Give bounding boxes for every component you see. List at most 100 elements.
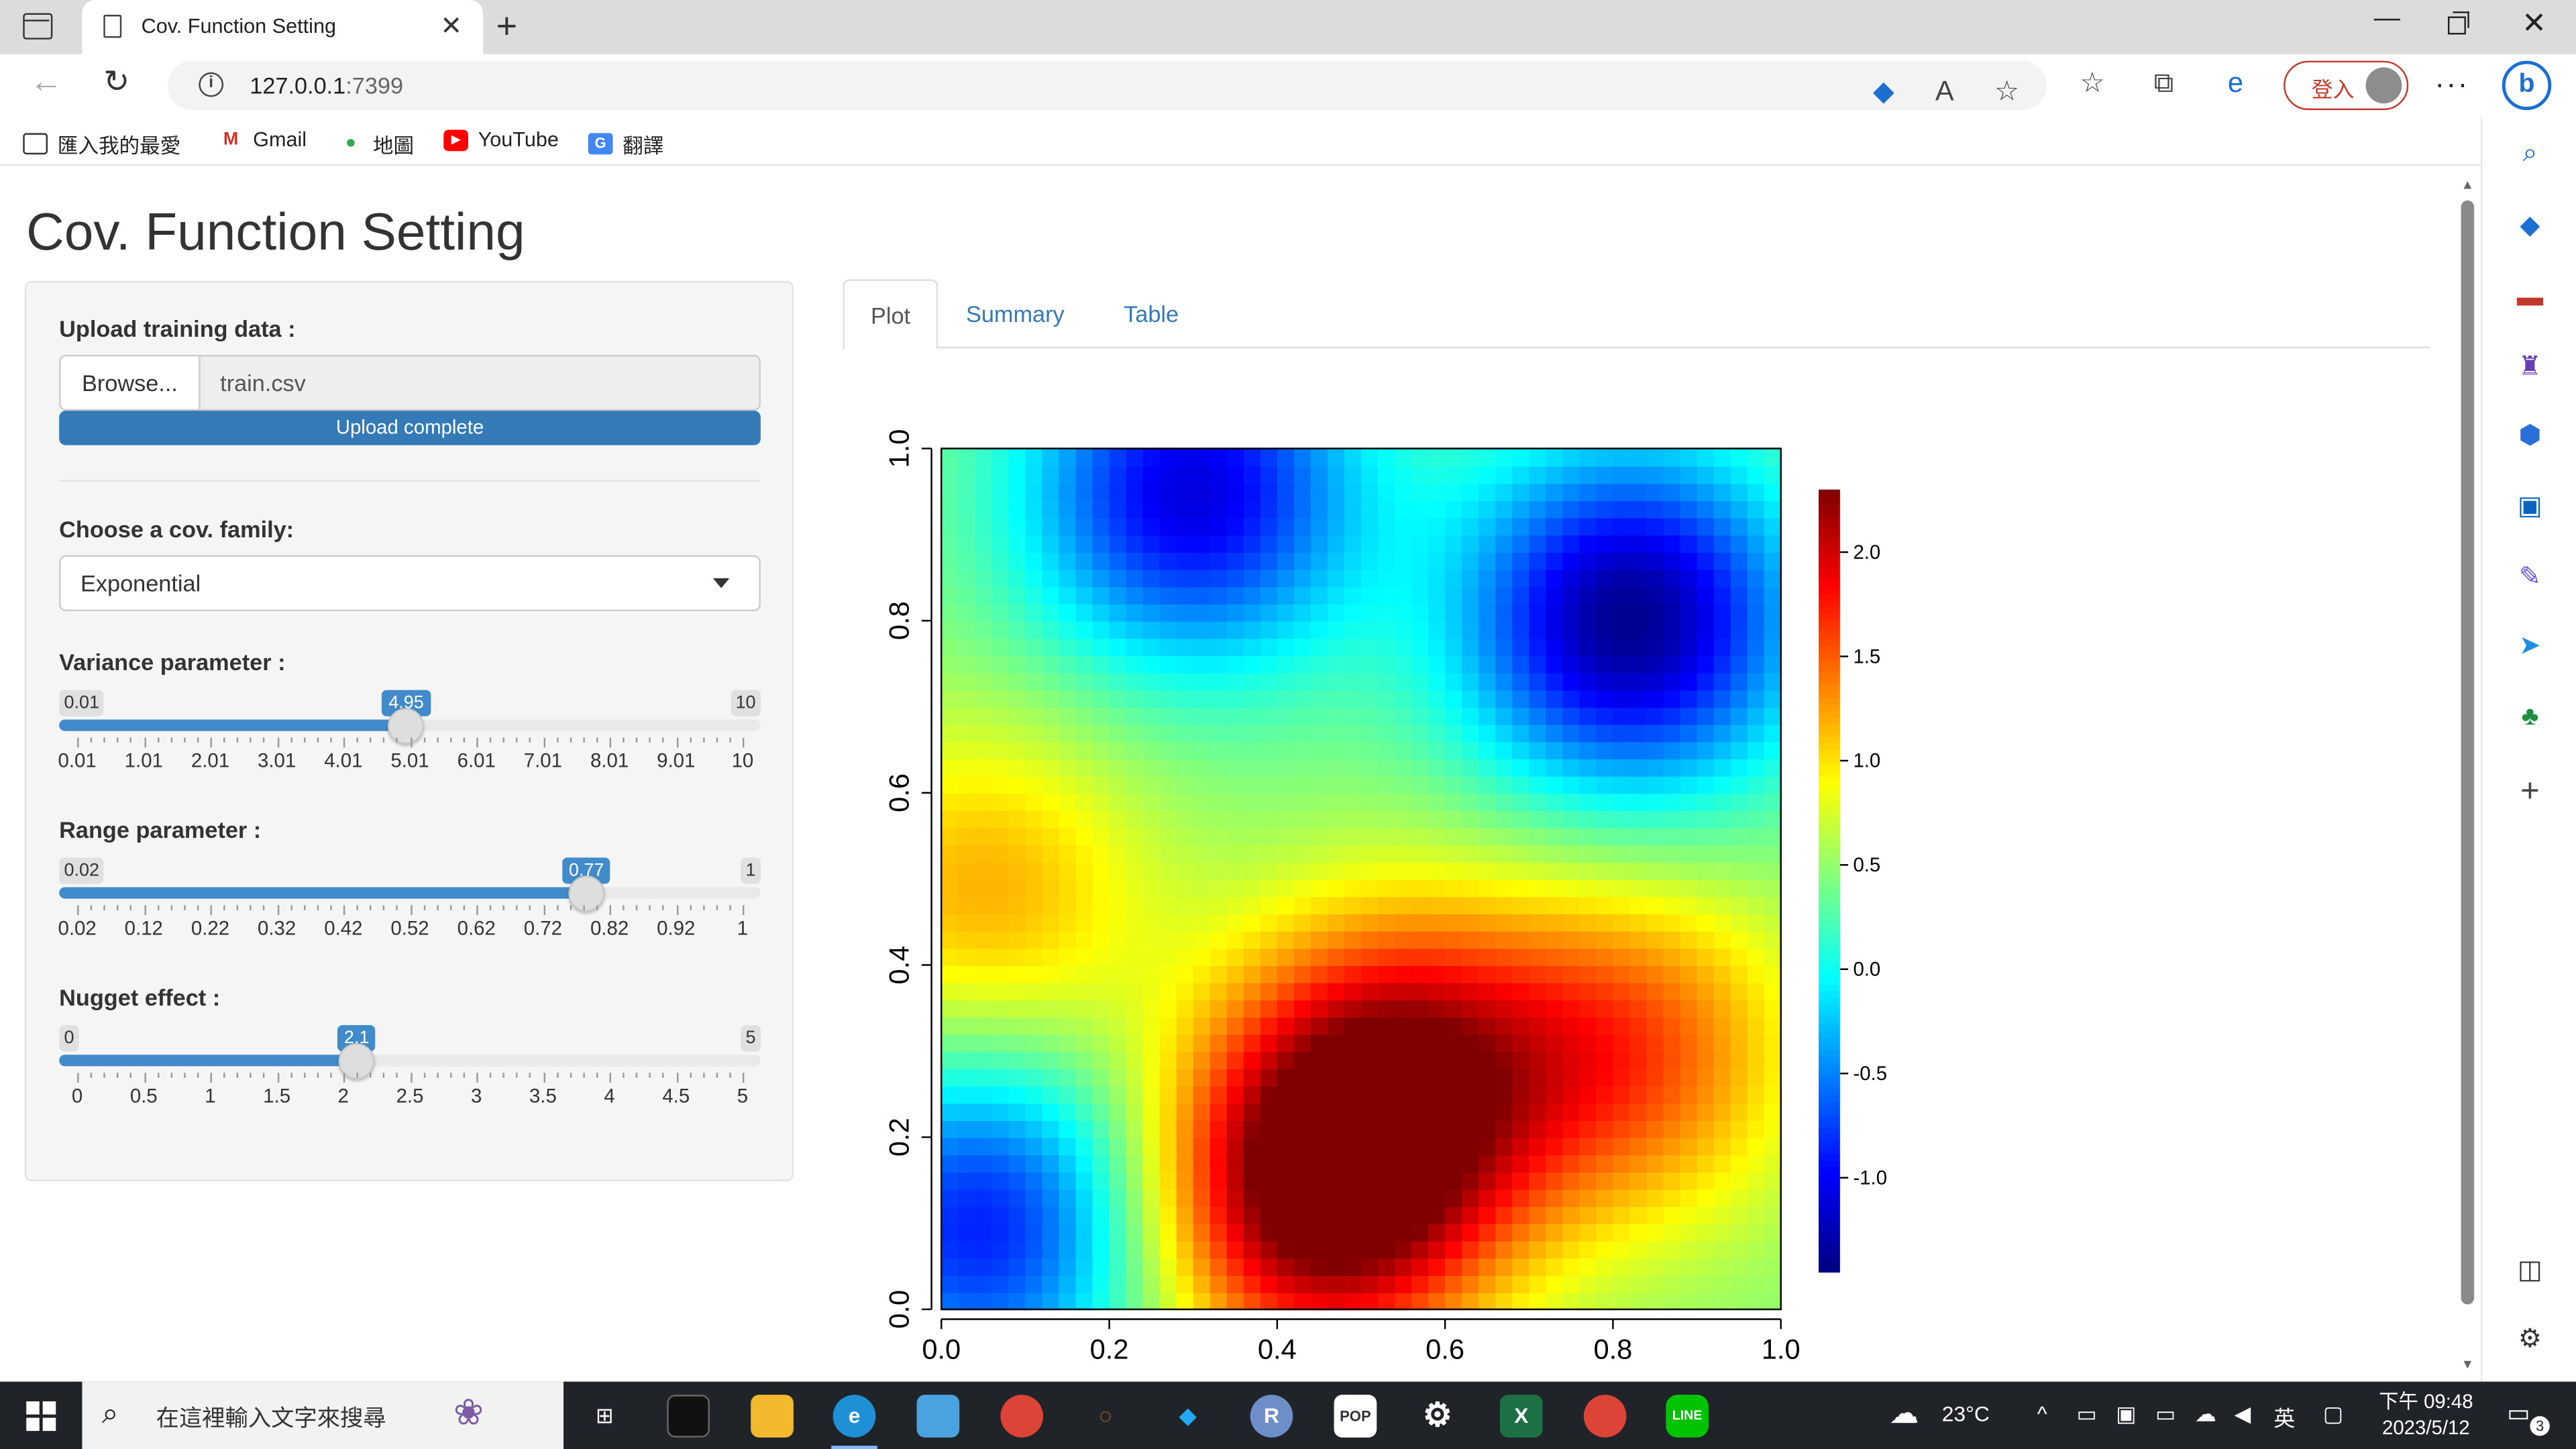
nugget-slider[interactable]: 0 5 2.1 0 0.5 1 1.5 2 2.5 3 3.5 4 4.5 5	[59, 1025, 761, 1124]
login-button[interactable]: 登入	[2284, 60, 2409, 111]
new-tab-icon[interactable]: +	[496, 5, 518, 46]
reload-icon[interactable]: ↻	[103, 65, 130, 101]
url-field[interactable]: i 127.0.0.1:7399 ◆ A ☆	[167, 60, 2047, 111]
heatmap-cell	[1747, 672, 1766, 691]
popcorn-icon[interactable]: POP	[1334, 1395, 1377, 1438]
line-icon[interactable]: LINE	[1666, 1395, 1709, 1438]
settings-icon[interactable]: ⚙	[1422, 1398, 1452, 1434]
variance-slider[interactable]: 0.01 10 4.95 0.01 1.01 2.01 3.01 4.01 5.01 6.01 7.…	[58, 690, 761, 789]
collections-icon[interactable]: ⧉	[2153, 67, 2174, 99]
coupon-icon[interactable]: ◆	[1872, 75, 1894, 107]
ime-mode-icon[interactable]: ▢	[2322, 1401, 2343, 1426]
heatmap-cell	[1226, 1257, 1245, 1276]
back-icon[interactable]: ←	[30, 64, 63, 101]
heatmap-cell	[1176, 913, 1195, 932]
clock[interactable]: 下午 09:48 2023/5/12	[2379, 1388, 2473, 1440]
office-icon[interactable]: ⬢	[2518, 422, 2542, 451]
bookmark-maps[interactable]: ● 地圖	[338, 128, 414, 160]
task-view-icon[interactable]: ⊞	[595, 1403, 614, 1428]
heatmap-cell	[1613, 896, 1631, 915]
outlook-icon[interactable]: ▣	[2517, 492, 2542, 521]
heatmap-cell	[1629, 621, 1648, 639]
chevron-up-icon[interactable]: ^	[2037, 1401, 2047, 1426]
heatmap-cell	[1226, 1189, 1245, 1208]
split-screen-icon[interactable]: ◫	[2517, 1256, 2542, 1285]
search-icon[interactable]: ⌕	[2522, 140, 2538, 168]
taskbar-search[interactable]: ⌕ 在這裡輸入文字來搜尋 ❀	[82, 1381, 564, 1449]
heatmap-cell	[958, 603, 976, 622]
scroll-up-icon[interactable]: ▲	[2461, 177, 2474, 193]
heatmap-cell	[1310, 930, 1329, 949]
heatmap-cell	[1596, 758, 1614, 777]
volume-icon[interactable]: ◀	[2234, 1401, 2251, 1426]
chrome-icon[interactable]	[1000, 1395, 1044, 1438]
browser-tab[interactable]: Cov. Function Setting ✕	[82, 0, 484, 54]
restore-icon[interactable]	[2447, 11, 2469, 35]
excel-icon[interactable]: X	[1499, 1395, 1543, 1438]
vscode-icon[interactable]: ◆	[1179, 1403, 1196, 1428]
shopping-icon[interactable]: ◆	[2520, 211, 2540, 240]
notifications-icon[interactable]: ▭	[2507, 1399, 2530, 1428]
file-name-field[interactable]: train.csv	[199, 354, 761, 411]
add-favorite-icon[interactable]: ☆	[1994, 75, 2020, 107]
ie-mode-icon[interactable]: e	[2227, 67, 2244, 99]
tab-plot[interactable]: Plot	[843, 279, 938, 350]
heatmap-cell	[1428, 534, 1446, 553]
scrollbar-thumb[interactable]	[2461, 200, 2475, 1305]
windows-start-icon[interactable]	[26, 1401, 56, 1432]
close-tab-icon[interactable]: ✕	[440, 13, 463, 42]
favorites-icon[interactable]: ☆	[2080, 67, 2105, 99]
jupyter-icon[interactable]: ◌	[1099, 1403, 1112, 1428]
heatmap-cell	[1260, 1223, 1279, 1242]
cov-family-select[interactable]: Exponential	[59, 555, 761, 612]
send-icon[interactable]: ➤	[2519, 632, 2541, 661]
bookmark-gmail[interactable]: M Gmail	[219, 128, 307, 151]
browse-button[interactable]: Browse...	[59, 354, 201, 411]
tab-actions-icon[interactable]	[23, 13, 53, 40]
tab-table[interactable]: Table	[1124, 301, 1179, 327]
meet-icon[interactable]: ▭	[2076, 1401, 2097, 1426]
site-info-icon[interactable]: i	[199, 72, 224, 97]
weather-temp[interactable]: 23°C	[1941, 1401, 1990, 1426]
weather-icon[interactable]: ☁	[1889, 1396, 1919, 1430]
network-icon[interactable]: ▭	[2155, 1401, 2176, 1426]
window-close-icon[interactable]: ✕	[2522, 6, 2547, 40]
weather-app-icon[interactable]	[916, 1395, 960, 1438]
page-scrollbar[interactable]: ▲ ▼	[2455, 171, 2481, 1380]
bing-chat-icon[interactable]: b	[2502, 60, 2552, 111]
more-icon[interactable]: ···	[2434, 67, 2469, 101]
heatmap-cell	[1193, 569, 1212, 588]
scroll-down-icon[interactable]: ▼	[2461, 1356, 2474, 1372]
tree-icon[interactable]: ♣	[2521, 703, 2539, 731]
file-explorer-icon[interactable]	[751, 1395, 794, 1438]
r-icon[interactable]: R	[1250, 1395, 1293, 1438]
colorbar-segment	[1819, 554, 1840, 563]
games-icon[interactable]: ♜	[2518, 353, 2542, 382]
heatmap-cell	[1680, 1154, 1699, 1173]
heatmap-cell	[1378, 500, 1396, 519]
bookmark-translate[interactable]: G 翻譯	[588, 128, 663, 160]
range-slider[interactable]: 0.02 1 0.77 0.02 0.12 0.22 0.32 0.42 0.52 0.62 0.7…	[58, 857, 761, 956]
slider-handle[interactable]	[568, 875, 605, 912]
ime-indicator[interactable]: 英	[2273, 1406, 2296, 1432]
colorbar-segment	[1819, 1167, 1840, 1175]
settings-icon[interactable]: ⚙	[2518, 1326, 2542, 1354]
bookmark-youtube[interactable]: ▶ YouTube	[443, 128, 559, 151]
add-icon[interactable]: +	[2520, 773, 2540, 810]
onedrive-icon[interactable]: ☁	[2194, 1401, 2216, 1426]
read-aloud-icon[interactable]: A	[1935, 75, 1954, 107]
heatmap-cell	[1730, 1137, 1749, 1156]
tab-summary[interactable]: Summary	[966, 301, 1065, 327]
minimize-icon[interactable]: —	[2373, 5, 2400, 33]
heatmap-cell	[1579, 861, 1597, 880]
chrome-profile-icon[interactable]	[1583, 1395, 1627, 1438]
url-text[interactable]: 127.0.0.1:7399	[250, 72, 404, 99]
display-icon[interactable]: ▣	[2116, 1401, 2137, 1426]
terminal-icon[interactable]	[667, 1395, 710, 1438]
heatmap-cell	[1479, 1068, 1497, 1087]
edge-icon[interactable]: e	[833, 1395, 876, 1438]
tools-icon[interactable]: ▬	[2516, 284, 2544, 313]
slider-handle[interactable]	[388, 708, 425, 745]
designer-icon[interactable]: ✎	[2519, 564, 2541, 592]
bookmark-import-favorites[interactable]: 匯入我的最愛	[23, 128, 180, 160]
